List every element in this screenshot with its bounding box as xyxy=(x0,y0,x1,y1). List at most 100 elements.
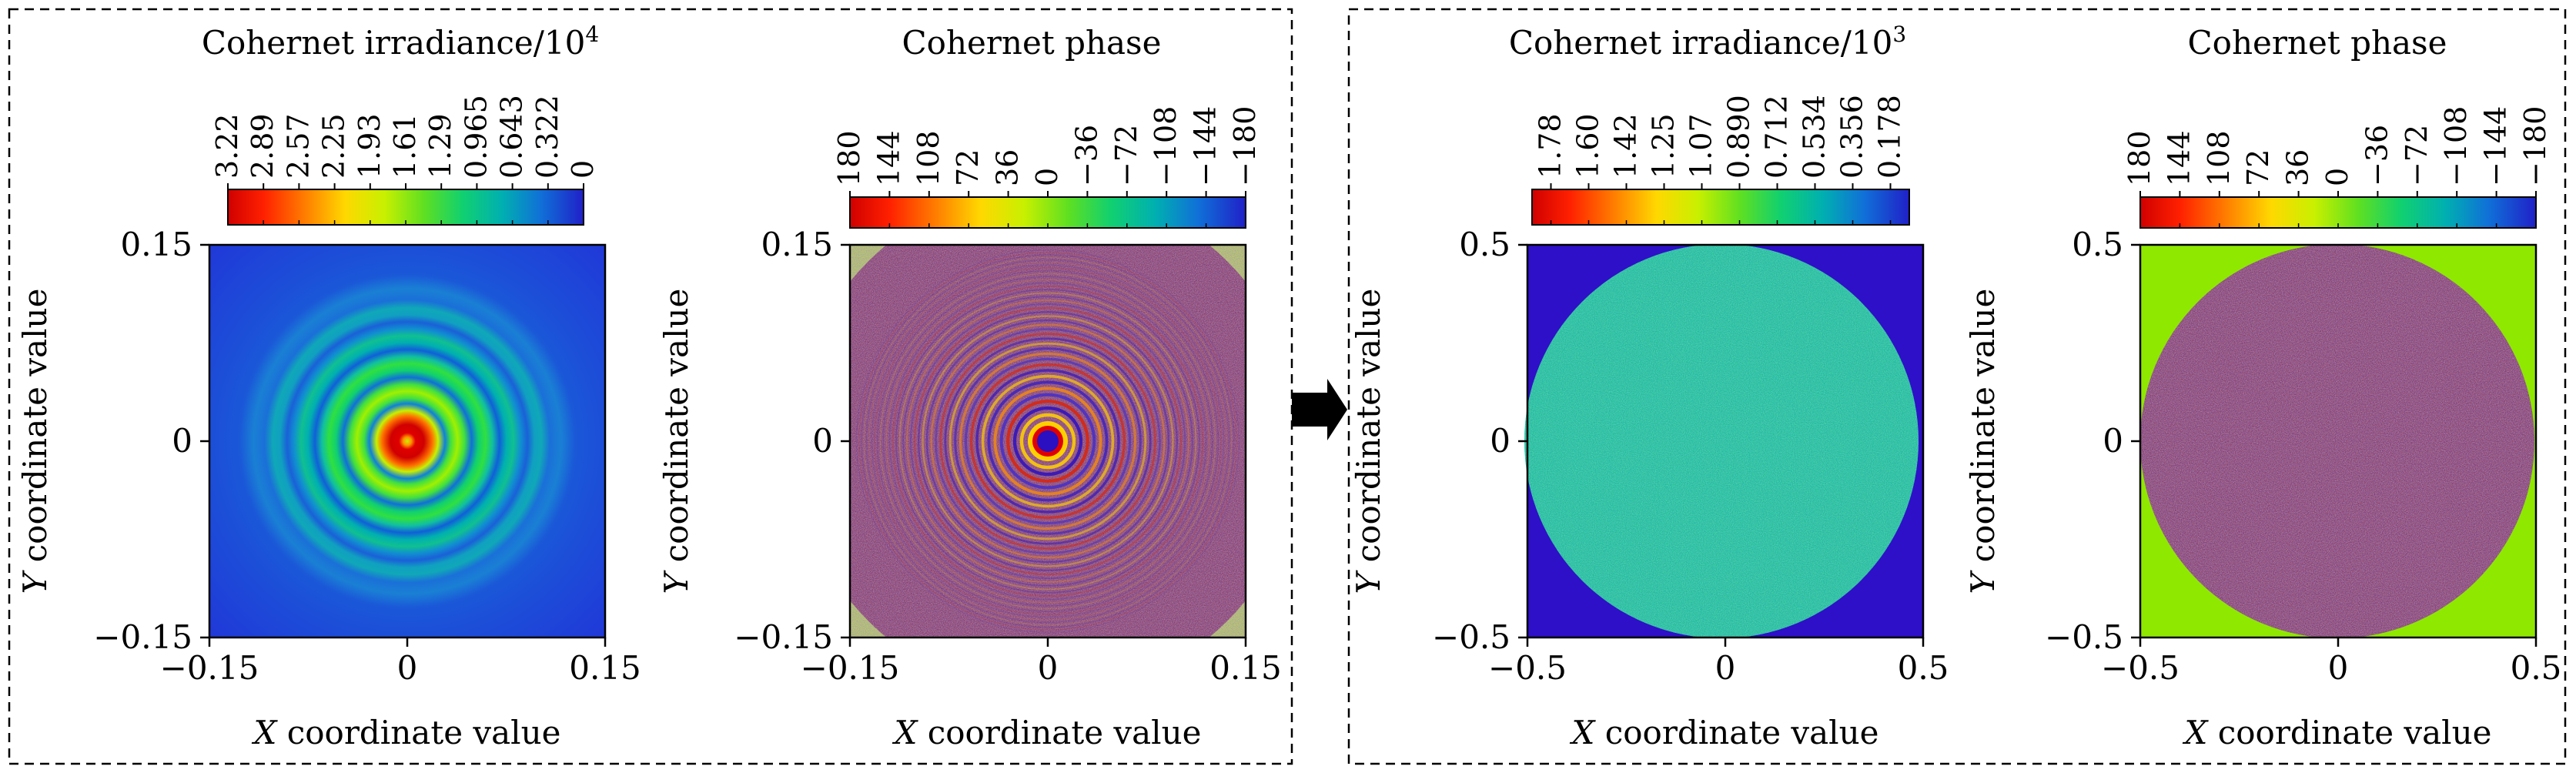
colorbar-tick-label: 3.22 xyxy=(210,113,244,179)
colorbar-tick-label: −144 xyxy=(1189,106,1223,186)
colorbar-tick-label: 108 xyxy=(2202,130,2236,186)
phase-ring xyxy=(858,252,1237,631)
colorbar-tick-label: 72 xyxy=(2241,149,2275,186)
panel-3-colorbar xyxy=(1531,189,1910,226)
panel-2-colorbar xyxy=(849,196,1246,229)
x-tick-label: 0.5 xyxy=(1898,649,1949,687)
colorbar-tick-label: 0 xyxy=(2320,168,2354,186)
right-arrow-icon xyxy=(1292,379,1347,440)
colorbar-tick-label: 1.61 xyxy=(388,113,422,179)
phase-ring xyxy=(861,254,1235,628)
colorbar-tick-label: 108 xyxy=(912,130,945,186)
x-tick-label: 0.5 xyxy=(2511,649,2562,687)
panel-3-xlabel: X coordinate value xyxy=(1569,714,1878,751)
x-tick-label: −0.5 xyxy=(1488,649,1567,687)
panel-4-ylabel: Y coordinate value xyxy=(1964,289,2002,594)
colorbar-tick-label: −144 xyxy=(2479,106,2513,186)
colorbar-tick-label: 1.25 xyxy=(1647,113,1681,179)
phase-ring xyxy=(944,337,1152,545)
phase-ring xyxy=(1019,413,1076,470)
phase-ring xyxy=(954,347,1142,535)
phase-ring xyxy=(888,282,1207,601)
panel-3-ylabel: Y coordinate value xyxy=(1350,289,1387,594)
phase-ring xyxy=(898,292,1197,591)
phase-ring xyxy=(993,386,1102,496)
y-tick-label: 0.5 xyxy=(2072,226,2123,263)
colorbar-tick-label: 0.356 xyxy=(1835,95,1869,179)
phase-ring xyxy=(969,363,1126,520)
phase-ring xyxy=(913,306,1183,576)
phase-ring xyxy=(865,259,1230,624)
phase-ring xyxy=(975,369,1120,514)
colorbar-tick-label: 2.57 xyxy=(281,113,315,179)
phase-ring xyxy=(948,342,1147,540)
y-tick-label: −0.5 xyxy=(1432,618,1510,656)
y-tick-label: 0 xyxy=(812,422,833,460)
colorbar-tick-label: 180 xyxy=(832,130,866,186)
panel-1-title: Cohernet irradiance/104 xyxy=(202,22,599,62)
colorbar-tick-label: 0.890 xyxy=(1722,95,1756,179)
panel-2-phase: Cohernet phase 180 144 108 72 36 0 −36 −72 −108−… xyxy=(657,24,1282,751)
y-tick-label: 0.5 xyxy=(1459,226,1510,263)
phase-ring xyxy=(918,311,1178,571)
y-tick-label: −0.15 xyxy=(734,618,833,656)
colorbar-tick-label: 1.78 xyxy=(1534,113,1567,179)
phase-ring xyxy=(964,357,1132,525)
panel-1-xlabel: X coordinate value xyxy=(251,714,560,751)
panel-2-axes: −0.15 0 0.15 −0.15 0 0.15 xyxy=(734,226,1281,687)
colorbar-tick-label: −36 xyxy=(2360,125,2394,186)
colorbar-tick-label: −180 xyxy=(2518,106,2552,186)
panel-3-colorbar-ticks: 1.78 1.60 1.42 1.25 1.07 0.890 0.712 0.534 0.356… xyxy=(1534,95,1907,225)
x-tick-label: −0.15 xyxy=(160,649,259,687)
panel-1-colorbar xyxy=(227,189,584,226)
y-tick-label: 0.15 xyxy=(761,226,833,263)
panel-3-irradiance: Cohernet irradiance/103 1.78 1.60 1.42 1.25… xyxy=(1350,22,1949,751)
phase-ring xyxy=(895,289,1200,594)
y-tick-label: −0.15 xyxy=(93,618,192,656)
x-tick-label: 0 xyxy=(1715,649,1736,687)
left-group-frame xyxy=(8,8,1293,765)
colorbar-tick-label: 0.178 xyxy=(1873,95,1907,179)
colorbar-tick-label: 144 xyxy=(871,130,905,186)
panel-4-colorbar xyxy=(2139,196,2537,229)
phase-ring xyxy=(863,256,1233,626)
phase-ring xyxy=(1006,400,1089,483)
colorbar-tick-label: 2.89 xyxy=(246,113,279,179)
panel-1-ylabel: Y coordinate value xyxy=(16,289,54,594)
panel-4-colorbar-ticks: 180 144 108 72 36 0 −36 −72 −108 −144 −180 xyxy=(2123,106,2552,228)
phase-ring xyxy=(902,296,1193,587)
panel-4-phase: Cohernet phase 180 144 108 72 36 0 −36 −72 −108−… xyxy=(1964,24,2561,751)
colorbar-tick-label: 0 xyxy=(566,160,600,179)
x-tick-label: −0.15 xyxy=(801,649,900,687)
phase-ring xyxy=(925,319,1170,564)
colorbar-tick-label: 0.643 xyxy=(495,95,529,179)
panel-2-ylabel: Y coordinate value xyxy=(657,289,695,594)
phase-ring xyxy=(987,380,1109,502)
y-tick-label: 0.15 xyxy=(120,226,192,263)
panel-1-colorbar-ticks: 3.22 2.89 2.57 2.25 1.93 1.61 1.29 0.965 0.643 0.… xyxy=(210,95,600,225)
panel-3-heatmap xyxy=(1524,244,1919,638)
colorbar-tick-label: 1.29 xyxy=(423,113,457,179)
colorbar-tick-label: 72 xyxy=(951,149,985,186)
panel-2-xlabel: X coordinate value xyxy=(892,714,1201,751)
phase-ring xyxy=(930,323,1166,559)
panel-1-irradiance: Cohernet irradiance/104 3.22 2.89 2.57 2.25… xyxy=(16,22,641,751)
x-tick-label: −0.5 xyxy=(2101,649,2180,687)
colorbar-tick-label: −108 xyxy=(1149,106,1183,186)
panel-2-title: Cohernet phase xyxy=(902,24,1162,62)
phase-ring xyxy=(1012,406,1083,477)
panel-4-title: Cohernet phase xyxy=(2188,24,2447,62)
panel-3-title-exp: 3 xyxy=(1892,22,1906,47)
colorbar-tick-label: 1.42 xyxy=(1609,113,1643,179)
colorbar-tick-label: 36 xyxy=(991,149,1025,186)
phase-ring xyxy=(939,333,1156,550)
panel-4-heatmap xyxy=(2140,244,2534,638)
phase-ring xyxy=(935,328,1161,554)
phase-ring xyxy=(879,273,1216,610)
phase-ring xyxy=(882,276,1213,607)
colorbar-tick-label: 180 xyxy=(2123,130,2156,186)
colorbar-tick-label: 0 xyxy=(1030,168,1064,186)
colorbar-tick-label: 1.60 xyxy=(1571,113,1605,179)
colorbar-tick-label: 0.965 xyxy=(459,95,493,179)
phase-ring xyxy=(906,299,1189,583)
